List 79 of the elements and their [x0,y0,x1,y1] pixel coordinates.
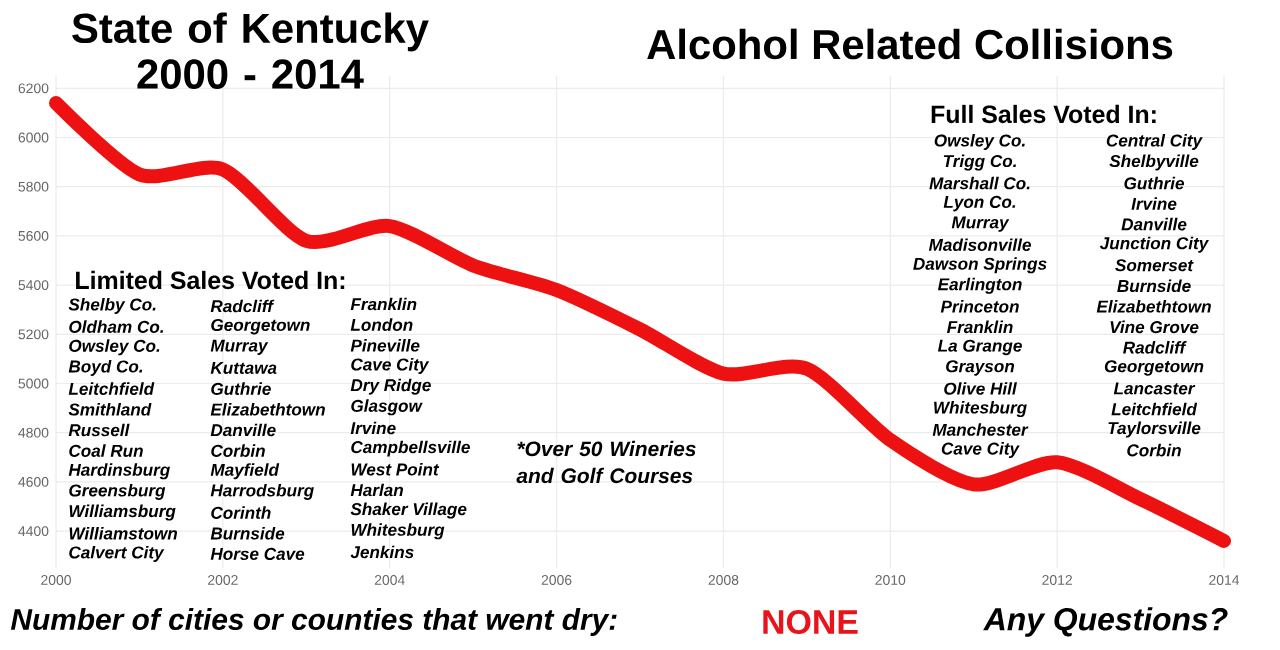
annotation: Glasgow [351,399,423,416]
annotation: West Point [351,463,440,476]
annotation: Elizabethtown [210,403,325,416]
annotation: Junction City [1099,236,1209,253]
annotation: Mayfield [210,463,280,480]
annotation: *Over 50 Wineries and Golf Courses [516,440,696,484]
text: Any Questions? [983,607,1228,637]
annotation: London [350,318,413,331]
annotation: Jenkins [350,545,414,559]
text: NONE [763,610,858,634]
annotation: Smithland [68,403,152,416]
annotation: Madisonville [928,238,1031,251]
annotation: Somerset [1115,259,1194,272]
annotation: Guthrie [1124,176,1185,190]
annotation: Pineville [350,339,420,352]
annotation: Burnside [210,526,285,540]
annotation: Corbin [211,444,265,457]
annotation: Danville [210,423,276,437]
annotation: Whitesburg [934,401,1027,418]
annotation: Manchester [932,423,1029,436]
annotation: Corbin [1127,443,1181,457]
chart-subtitle: Alcohol Related Collisions [647,28,1173,60]
annotation: Radcliff [1123,341,1187,354]
text: Number of cities or counties that went dry: [10,608,617,636]
annotation: Harrodsburg [210,483,314,500]
annotation: Boyd Co. [68,360,143,376]
annotation: Guthrie [211,382,271,395]
annotation: Whitesburg [351,523,445,540]
annotation: Franklin [947,320,1013,334]
annotation: Taylorsville [1108,421,1201,438]
annotation: Georgetown [1104,360,1204,376]
annotation: Shaker Village [350,502,467,519]
annotation: Irvine [1131,197,1177,210]
annotation: Central City [1106,134,1203,150]
annotation: Hardinsburg [68,463,170,480]
annotation: Marshall Co. [929,176,1030,190]
annotation: Shelby Co. [68,298,156,314]
annotation: Elizabethtown [1096,300,1211,313]
annotation: Leitchfield [1111,402,1198,416]
annotation: Harlan [350,483,404,497]
annotation: Owsley Co. [69,339,160,356]
annotation: Dawson Springs [913,257,1047,274]
annotation: Russell [68,423,130,437]
annotation: Lancaster [1113,382,1196,395]
annotation: Franklin [350,297,417,311]
annotation: Georgetown [211,318,310,335]
annotation: Coal Run [69,444,143,457]
annotation: Cave City [941,442,1020,459]
annotation: Burnside [1117,279,1191,293]
annotation: Limited Sales Voted In: [76,270,345,290]
annotation: Owsley Co. [934,134,1025,150]
annotation: Horse Cave [210,547,305,560]
annotation: Cave City [351,358,430,374]
annotation: Leitchfield [68,382,155,395]
annotation: Murray [210,339,269,355]
annotation: Irvine [350,421,396,435]
annotation: Shelbyville [1109,154,1199,171]
annotation: Olive Hill [944,382,1017,395]
annotation: Campbellsville [351,440,470,457]
annotation: Radcliff [210,299,275,313]
annotation: Princeton [940,300,1019,313]
annotation: Greensburg [69,483,166,500]
annotation: Murray [951,216,1010,232]
annotation: Williamsburg [69,504,176,521]
annotation: Danville [1121,217,1187,231]
annotation: Grayson [946,360,1015,376]
annotation: Trigg Co. [943,154,1016,171]
annotation: Kuttawa [210,362,277,374]
annotation: Vine Grove [1110,320,1199,334]
annotation: Williamstown [69,526,178,540]
annotation: La Grange [937,339,1022,356]
annotation: Dry Ridge [350,378,431,395]
annotation: Earlington [937,277,1022,294]
annotation: Lyon Co. [943,195,1016,212]
chart-title: State of Kentucky 2000 - 2014 [72,12,429,89]
annotation: Oldham Co. [69,320,164,333]
annotation: Full Sales Voted In: [931,104,1156,124]
annotation: Calvert City [69,545,165,562]
annotation: Corinth [211,506,271,519]
